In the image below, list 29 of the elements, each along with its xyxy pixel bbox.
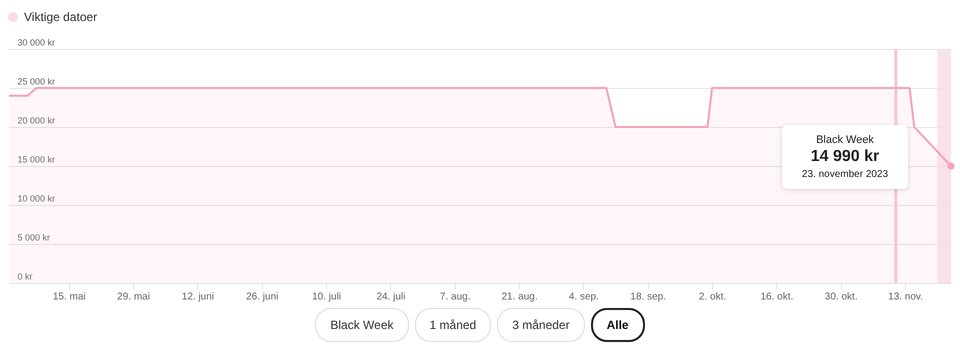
y-tick-label: 25 000 kr [18,76,56,86]
x-tick-label: 21. aug. [501,292,538,302]
x-tick-label: 7. aug. [440,292,471,302]
x-tick-label: 4. sep. [568,292,599,302]
x-tick-label: 2. okt. [698,292,726,302]
y-tick-label: 30 000 kr [18,38,56,48]
y-tick-label: 10 000 kr [18,194,56,204]
x-tick-label: 29. mai [117,292,150,302]
y-tick-label: 20 000 kr [18,116,56,126]
y-tick-label: 0 kr [18,272,33,282]
x-tick-label: 18. sep. [630,292,666,302]
x-tick-label: 15. mai [52,292,86,302]
text: Alle [590,308,645,342]
y-tick-label: 5 000 kr [18,232,50,242]
y-tick-label: 15 000 kr [18,154,56,164]
x-tick-label: 26. juni [246,292,278,302]
x-tick-label: 16. okt. [760,292,794,302]
annotation: 23. november 2023 [800,168,890,182]
x-tick-label: 12. juni [182,292,214,302]
annotation: Black Week [815,133,875,148]
text: 3 måneder [497,308,585,342]
text: 1 måned [414,308,492,342]
x-tick-label: 24. juli [376,292,406,302]
legend-label: Viktige datoer [24,10,98,24]
x-tick-label: 13. nov. [888,292,923,302]
x-tick-label: 30. okt. [824,292,858,302]
text: Black Week [315,308,409,342]
x-tick-label: 10. juli [312,292,342,302]
annotation: 14 990 kr [810,147,880,168]
